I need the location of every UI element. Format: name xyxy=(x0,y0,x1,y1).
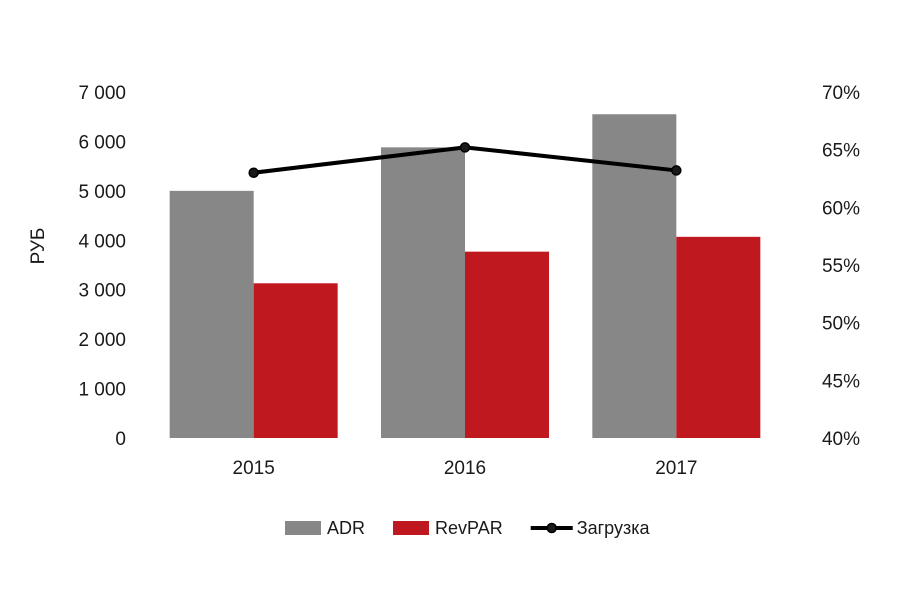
right-tick-label-45: 45% xyxy=(822,371,860,392)
right-tick-label-60: 60% xyxy=(822,198,860,219)
line-point-2016 xyxy=(459,142,471,153)
legend-swatch-adr xyxy=(285,521,321,535)
x-axis: 2015 2016 2017 xyxy=(233,458,698,479)
left-tick-label-3000: 3 000 xyxy=(78,281,126,302)
bar-revpar-2016 xyxy=(465,251,549,438)
line-layer xyxy=(248,142,682,178)
x-tick-label-2015: 2015 xyxy=(233,458,275,479)
legend-label-line: Загрузка xyxy=(577,518,651,538)
left-tick-label-7000: 7 000 xyxy=(78,83,126,104)
left-tick-label-6000: 6 000 xyxy=(78,132,126,153)
right-tick-label-40: 40% xyxy=(822,429,860,450)
legend-swatch-marker xyxy=(546,522,557,534)
bar-revpar-2015 xyxy=(253,283,338,438)
bar-revpar-2017 xyxy=(676,236,761,438)
line-point-2017 xyxy=(671,165,682,176)
right-tick-label-70: 70% xyxy=(822,83,860,104)
left-tick-label-0: 0 xyxy=(115,429,126,450)
bars-layer xyxy=(169,114,761,439)
right-tick-label-55: 55% xyxy=(822,256,860,277)
legend-label-revpar: RevPAR xyxy=(435,518,503,538)
right-axis: 40% 45% 50% 55% 60% 65% 70% xyxy=(822,83,860,450)
legend: ADR RevPAR Загрузка xyxy=(285,518,650,538)
legend-swatch-revpar xyxy=(393,521,430,535)
x-tick-label-2016: 2016 xyxy=(444,458,486,479)
bar-adr-2015 xyxy=(169,190,254,438)
left-tick-label-5000: 5 000 xyxy=(78,182,126,203)
line-point-2015 xyxy=(248,167,259,178)
left-tick-label-2000: 2 000 xyxy=(78,330,126,351)
left-axis: 0 1 000 2 000 3 000 4 000 5 000 6 000 7 000 xyxy=(78,83,126,450)
x-tick-label-2017: 2017 xyxy=(655,458,697,479)
left-tick-label-1000: 1 000 xyxy=(78,380,126,401)
left-tick-label-4000: 4 000 xyxy=(78,231,126,252)
left-axis-title: РУБ xyxy=(28,228,49,265)
legend-label-adr: ADR xyxy=(327,518,365,538)
right-tick-label-50: 50% xyxy=(822,314,860,335)
bar-adr-2016 xyxy=(381,147,465,439)
right-tick-label-65: 65% xyxy=(822,141,860,162)
